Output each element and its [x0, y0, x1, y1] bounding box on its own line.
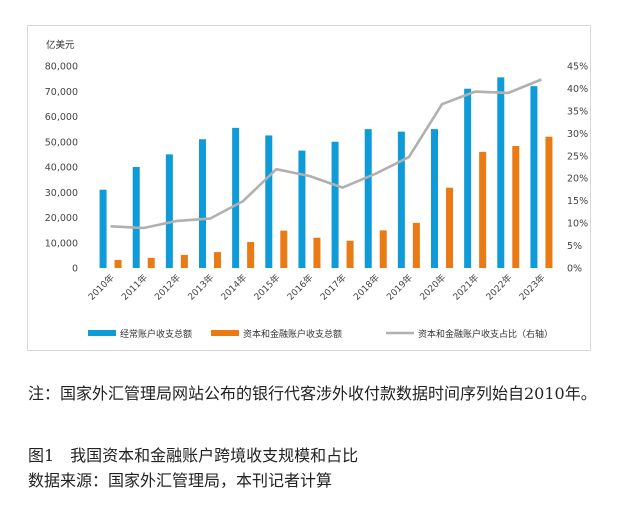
bar-current-account: [497, 77, 505, 268]
x-tick-label: 2022年: [483, 272, 514, 303]
x-tick-label: 2010年: [86, 272, 117, 303]
y-right-tick-label: 45%: [567, 62, 588, 73]
data-source: 数据来源：国家外汇管理局，本刊记者计算: [28, 471, 333, 490]
line-capital-share: [110, 78, 542, 230]
bar-current-account: [232, 127, 240, 268]
x-tick-label: 2017年: [318, 272, 349, 303]
x-tick-label: 2021年: [450, 272, 481, 303]
bar-current-account: [165, 154, 173, 268]
y-right-tick-label: 10%: [567, 219, 588, 230]
bar-current-account: [331, 141, 339, 268]
y-left-tick-label: 70,000: [45, 87, 78, 98]
bar-capital-financial: [147, 257, 155, 268]
bar-capital-financial: [512, 146, 520, 268]
chart: 亿美元 0 10,000 20,000 30,000 40,000 50,000 60,000…: [45, 39, 588, 340]
bar-capital-financial: [346, 240, 354, 268]
bar-capital-financial: [412, 222, 420, 268]
bar-capital-financial: [379, 230, 387, 268]
bar-current-account: [199, 139, 206, 268]
bar-capital-financial: [313, 237, 321, 268]
y-left-tick-label: 10,000: [45, 238, 78, 249]
y-right-tick-label: 5%: [567, 241, 582, 252]
legend-label: 经常账户收支总额: [120, 328, 192, 340]
y-right-tick-label: 0%: [567, 264, 582, 275]
x-tick-label: 2016年: [285, 272, 316, 303]
x-tick-label: 2018年: [351, 272, 382, 303]
bar-current-account: [464, 88, 472, 268]
bar-current-account: [397, 131, 405, 268]
y-left-tick-label: 80,000: [45, 62, 78, 73]
y-left-tick-label: 0: [72, 264, 78, 275]
x-tick-label: 2012年: [152, 272, 183, 303]
legend-swatch: [88, 330, 116, 336]
y-left-tick-label: 50,000: [45, 137, 78, 148]
x-tick-label: 2015年: [251, 272, 282, 303]
bar-current-account: [364, 129, 372, 268]
y-right-tick-label: 15%: [567, 196, 588, 207]
y-right-tick-label: 25%: [567, 151, 588, 162]
bar-capital-financial: [214, 252, 221, 268]
bar-capital-financial: [114, 259, 122, 268]
x-tick-label: 2023年: [517, 272, 548, 303]
bar-current-account: [99, 189, 107, 268]
bar-current-account: [298, 150, 306, 268]
y-right-tick-label: 20%: [567, 174, 588, 185]
legend-label: 资本和金融账户收支占比（右轴）: [418, 328, 553, 340]
bar-capital-financial: [180, 254, 188, 268]
y-left-tick-label: 20,000: [45, 213, 78, 224]
chart-note: 注：国家外汇管理局网站公布的银行代客涉外收付款数据时间序列始自2010年。: [28, 384, 597, 403]
x-tick-label: 2019年: [384, 272, 415, 303]
chart-frame: 亿美元 0 10,000 20,000 30,000 40,000 50,000 60,000…: [27, 25, 591, 351]
legend-swatch: [211, 330, 239, 336]
x-tick-label: 2020年: [417, 272, 448, 303]
bar-current-account: [431, 129, 438, 268]
y-right-tick-label: 40%: [567, 84, 588, 95]
bar-current-account: [132, 167, 140, 268]
y-right-tick-label: 30%: [567, 129, 588, 140]
y-right-tick-label: 35%: [567, 106, 588, 117]
x-tick-label: 2014年: [218, 272, 249, 303]
bar-capital-financial: [280, 230, 288, 268]
bar-current-account: [530, 86, 538, 268]
x-tick-label: 2013年: [185, 272, 216, 303]
legend-label: 资本和金融账户收支总额: [243, 328, 342, 340]
bar-capital-financial: [479, 151, 487, 268]
x-tick-label: 2011年: [119, 272, 150, 303]
bar-capital-financial: [446, 187, 453, 268]
bar-capital-financial: [545, 136, 553, 268]
y-left-tick-label: 30,000: [45, 188, 78, 199]
bar-capital-financial: [247, 241, 255, 268]
y-left-tick-label: 60,000: [45, 112, 78, 123]
y-left-tick-label: 40,000: [45, 163, 78, 174]
bar-current-account: [265, 135, 273, 268]
figure-title: 图1 我国资本和金融账户跨境收支规模和占比: [28, 446, 359, 465]
y-unit-label: 亿美元: [46, 39, 75, 51]
